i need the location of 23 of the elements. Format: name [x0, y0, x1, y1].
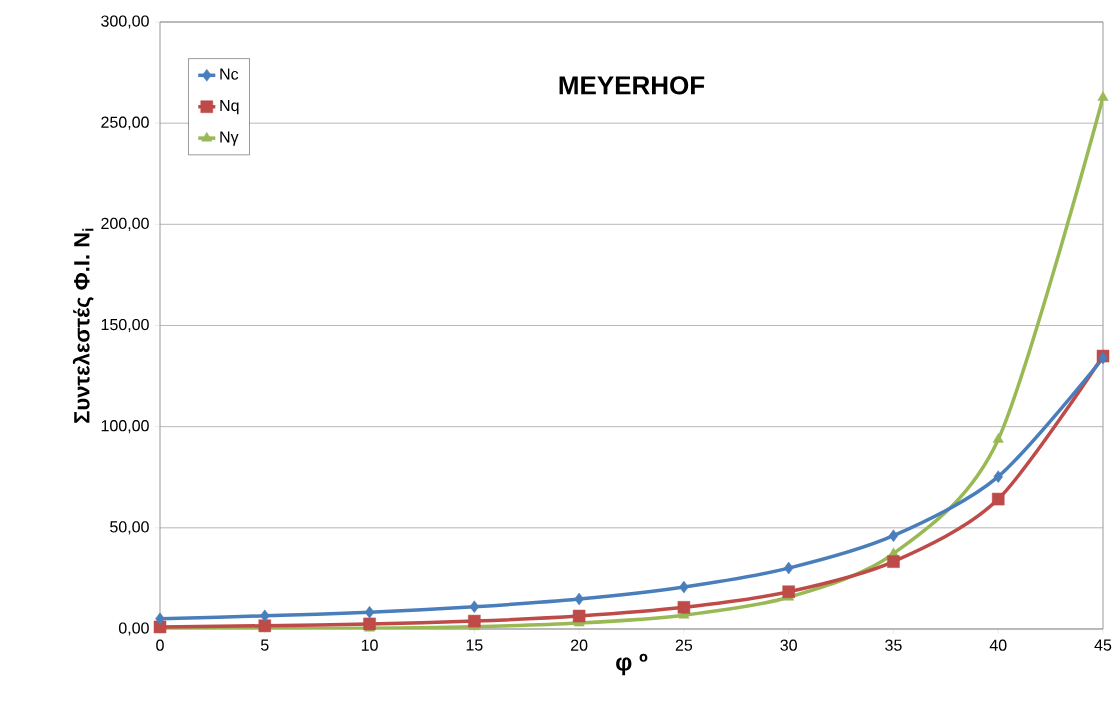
- x-tick-label: 35: [885, 639, 902, 651]
- x-tick-label: 10: [361, 639, 378, 651]
- x-tick-label: 40: [989, 639, 1007, 651]
- y-tick-label: 100,00: [101, 420, 149, 434]
- x-tick-label: 30: [780, 639, 797, 651]
- x-tick-label: 0: [156, 639, 164, 651]
- x-tick-label: 25: [675, 639, 693, 651]
- legend-label: Nγ: [220, 131, 239, 146]
- y-tick-label: 150,00: [101, 318, 149, 333]
- x-tick-label: 15: [466, 639, 483, 651]
- legend-label: Nq: [220, 100, 239, 115]
- y-tick-label: 300,00: [101, 15, 149, 29]
- x-tick-label: 45: [1094, 639, 1112, 651]
- x-axis-title: φ º: [616, 653, 648, 676]
- y-axis-title: Συντελεστές Φ.Ι. N$_{i}$: [72, 228, 94, 423]
- y-tick-label: 200,00: [101, 217, 149, 231]
- y-tick-label: 0,00: [118, 622, 149, 636]
- y-tick-label: 250,00: [101, 116, 149, 130]
- x-tick-label: 5: [260, 639, 269, 651]
- y-tick-label: 50,00: [110, 521, 149, 535]
- x-tick-label: 20: [571, 639, 588, 651]
- legend-label: Nc: [220, 68, 239, 80]
- text: MEYERHOF: [559, 76, 705, 95]
